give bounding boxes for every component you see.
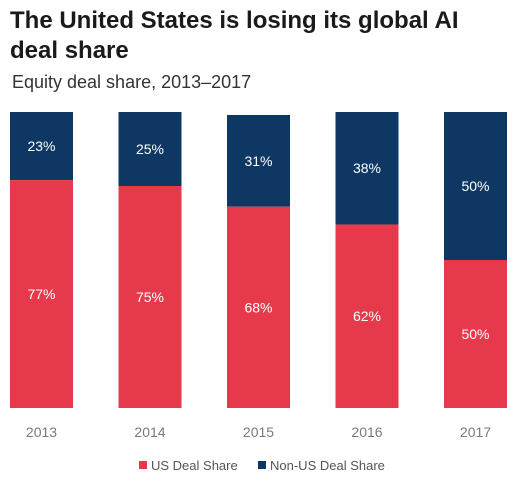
- data-label-us-2013: 77%: [27, 286, 55, 302]
- x-tick-label-2014: 2014: [134, 424, 165, 440]
- legend-swatch-non-us: [258, 461, 266, 469]
- x-tick-label-2015: 2015: [243, 424, 274, 440]
- data-label-non-us-2014: 25%: [136, 141, 164, 157]
- data-label-us-2017: 50%: [461, 326, 489, 342]
- bar-us-2015: [227, 206, 290, 408]
- x-tick-label-2013: 2013: [26, 424, 57, 440]
- data-label-us-2014: 75%: [136, 289, 164, 305]
- chart-subtitle: Equity deal share, 2013–2017: [12, 72, 252, 92]
- bar-us-2016: [335, 224, 399, 408]
- bar-us-2014: [118, 186, 182, 408]
- data-label-non-us-2016: 38%: [353, 160, 381, 176]
- data-label-non-us-2013: 23%: [27, 138, 55, 154]
- chart-title: The United States is losing its global A…: [10, 7, 459, 64]
- bar-us-2017: [444, 260, 507, 408]
- legend-swatch-us: [139, 461, 147, 469]
- legend-label-non-us: Non-US Deal Share: [270, 458, 385, 473]
- data-label-us-2016: 62%: [353, 308, 381, 324]
- x-tick-label-2017: 2017: [460, 424, 491, 440]
- bar-us-2013: [10, 180, 73, 408]
- legend-label-us: US Deal Share: [151, 458, 238, 473]
- data-label-us-2015: 68%: [244, 299, 272, 315]
- bar-non-us-2016: [335, 112, 399, 225]
- bar-non-us-2017: [444, 112, 507, 260]
- x-tick-label-2016: 2016: [351, 424, 382, 440]
- bar-non-us-2015: [227, 114, 290, 207]
- data-label-non-us-2015: 31%: [244, 153, 272, 169]
- bar-non-us-2013: [10, 112, 73, 181]
- bar-non-us-2014: [118, 112, 182, 186]
- data-label-non-us-2017: 50%: [461, 178, 489, 194]
